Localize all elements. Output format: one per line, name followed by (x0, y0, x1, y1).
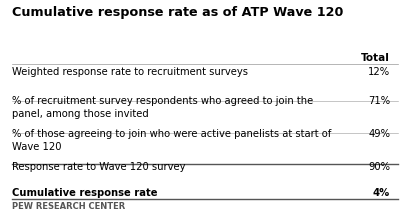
Text: 4%: 4% (373, 188, 390, 198)
Text: Total: Total (361, 53, 390, 63)
Text: PEW RESEARCH CENTER: PEW RESEARCH CENTER (12, 202, 126, 211)
Text: Cumulative response rate as of ATP Wave 120: Cumulative response rate as of ATP Wave … (12, 6, 344, 19)
Text: Response rate to Wave 120 survey: Response rate to Wave 120 survey (12, 162, 186, 172)
Text: Weighted response rate to recruitment surveys: Weighted response rate to recruitment su… (12, 67, 248, 77)
Text: 90%: 90% (368, 162, 390, 172)
Text: % of those agreeing to join who were active panelists at start of
Wave 120: % of those agreeing to join who were act… (12, 129, 331, 152)
Text: 12%: 12% (368, 67, 390, 77)
Text: 49%: 49% (368, 129, 390, 139)
Text: Cumulative response rate: Cumulative response rate (12, 188, 158, 198)
Text: % of recruitment survey respondents who agreed to join the
panel, among those in: % of recruitment survey respondents who … (12, 96, 313, 119)
Text: 71%: 71% (368, 96, 390, 106)
